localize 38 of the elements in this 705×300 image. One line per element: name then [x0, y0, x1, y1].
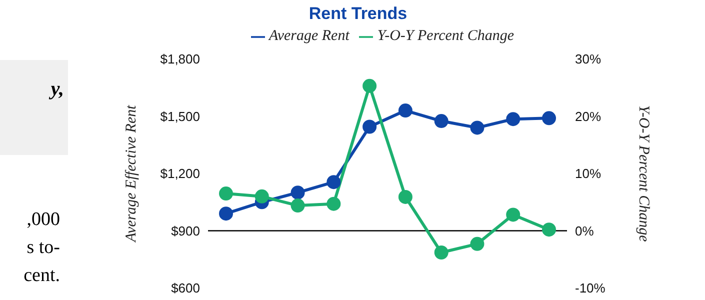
point: [470, 120, 484, 135]
y2-tick-label: 20%: [575, 108, 602, 124]
text: cent.: [22, 264, 60, 288]
text: s to-: [26, 236, 60, 260]
point: [326, 196, 341, 211]
point: [254, 189, 269, 204]
y2-tick-label: 0%: [575, 223, 594, 238]
point: [398, 190, 412, 204]
point: [434, 114, 448, 128]
y-tick-label: $900: [171, 223, 200, 238]
point: [219, 206, 233, 221]
y-tick-label: $1,200: [160, 166, 200, 182]
y2-tick-label: -10%: [575, 280, 606, 296]
legend-label: Average Rent: [268, 28, 350, 44]
text: y,: [50, 78, 64, 101]
y-axis-title: Average Effective Rent: [123, 104, 140, 243]
y-tick-label: $1,500: [160, 108, 200, 124]
text: ,000: [26, 208, 60, 232]
point: [506, 112, 520, 126]
y2-axis-title: Y-O-Y Percent Change: [636, 105, 652, 242]
y-tick-label: $1,800: [160, 52, 200, 67]
y2-tick-label: 30%: [575, 52, 602, 67]
point: [542, 111, 556, 126]
legend-label: Y-O-Y Percent Change: [377, 28, 514, 44]
point: [398, 104, 412, 118]
chart-title: Rent Trends: [308, 4, 408, 24]
point: [470, 236, 484, 251]
point: [290, 186, 305, 200]
point: [506, 208, 520, 222]
point: [362, 120, 377, 134]
point: [362, 78, 377, 93]
point: [542, 222, 556, 237]
y2-tick-label: 10%: [575, 166, 602, 182]
point: [434, 246, 448, 260]
y-tick-label: $600: [171, 280, 200, 296]
point: [219, 186, 233, 201]
point: [290, 198, 305, 213]
point: [326, 175, 341, 190]
